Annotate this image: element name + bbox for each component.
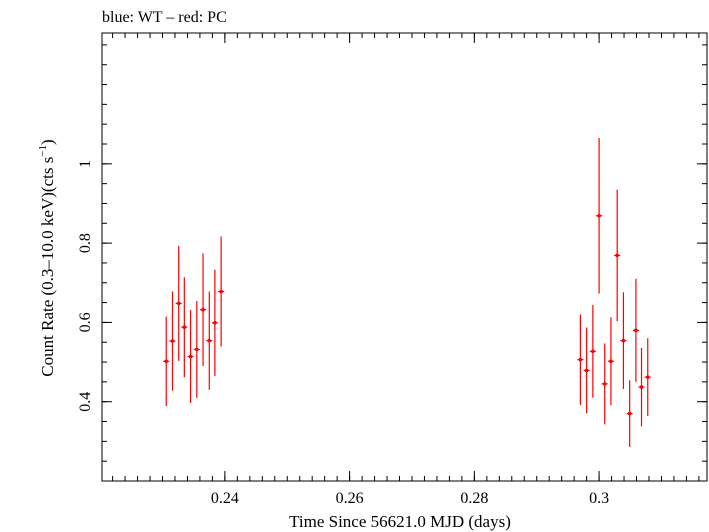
data-point bbox=[589, 304, 596, 398]
data-marker bbox=[170, 339, 175, 343]
data-marker bbox=[597, 213, 601, 218]
data-point bbox=[607, 317, 615, 406]
data-point bbox=[218, 236, 225, 347]
data-marker bbox=[591, 349, 595, 354]
axis-ticks bbox=[102, 33, 707, 482]
x-tick-label: 0.26 bbox=[336, 490, 364, 507]
data-marker bbox=[207, 338, 212, 343]
data-marker bbox=[164, 359, 169, 364]
y-tick-label: 0.8 bbox=[77, 233, 94, 253]
data-marker bbox=[195, 347, 199, 352]
data-point bbox=[169, 291, 176, 391]
data-marker bbox=[639, 385, 644, 389]
y-axis-label-main: Count Rate (0.3–10.0 keV)(cts s bbox=[38, 157, 57, 377]
data-point bbox=[199, 253, 207, 367]
y-axis-label-tail: ) bbox=[38, 139, 57, 145]
y-axis-label: Count Rate (0.3–10.0 keV)(cts s−1) bbox=[37, 139, 57, 376]
data-point bbox=[596, 138, 603, 294]
x-tick-label: 0.28 bbox=[460, 490, 488, 507]
y-tick-label: 0.4 bbox=[77, 392, 94, 412]
data-point bbox=[193, 301, 200, 398]
data-marker bbox=[609, 359, 613, 364]
chart-title: blue: WT – red: PC bbox=[102, 9, 227, 26]
y-tick-label: 1 bbox=[77, 160, 94, 168]
data-marker bbox=[602, 382, 607, 386]
series-layer bbox=[163, 138, 651, 447]
data-marker bbox=[621, 338, 626, 343]
data-point bbox=[211, 269, 218, 376]
y-axis-label-superscript: −1 bbox=[37, 145, 49, 157]
data-point bbox=[163, 316, 170, 407]
data-marker bbox=[188, 354, 193, 359]
data-point bbox=[577, 314, 584, 405]
x-tick-label: 0.24 bbox=[211, 490, 239, 507]
data-point bbox=[614, 189, 621, 322]
data-point bbox=[626, 380, 633, 447]
data-marker bbox=[213, 321, 217, 325]
plot-frame bbox=[101, 32, 708, 482]
data-point bbox=[632, 278, 639, 382]
data-marker bbox=[615, 253, 619, 258]
data-point bbox=[187, 310, 194, 403]
x-tick-label: 0.3 bbox=[589, 490, 609, 507]
data-point bbox=[175, 245, 182, 361]
data-marker bbox=[645, 375, 650, 379]
data-point bbox=[583, 327, 590, 414]
data-point bbox=[206, 291, 213, 390]
data-marker bbox=[182, 325, 187, 329]
data-marker bbox=[176, 301, 181, 306]
data-point bbox=[181, 277, 188, 378]
data-point bbox=[638, 347, 645, 427]
data-point bbox=[620, 292, 627, 390]
data-marker bbox=[584, 368, 589, 373]
data-point bbox=[601, 343, 608, 425]
x-axis-label: Time Since 56621.0 MJD (days) bbox=[289, 512, 511, 531]
data-marker bbox=[219, 289, 223, 294]
axis-tick-labels: 0.24 0.26 0.28 0.3 0.4 0.6 0.8 1 bbox=[77, 160, 609, 507]
y-tick-label: 0.6 bbox=[77, 312, 94, 332]
data-marker bbox=[627, 411, 632, 416]
data-marker bbox=[201, 307, 205, 312]
data-marker bbox=[578, 357, 583, 362]
data-marker bbox=[634, 328, 638, 333]
data-point bbox=[644, 338, 651, 416]
